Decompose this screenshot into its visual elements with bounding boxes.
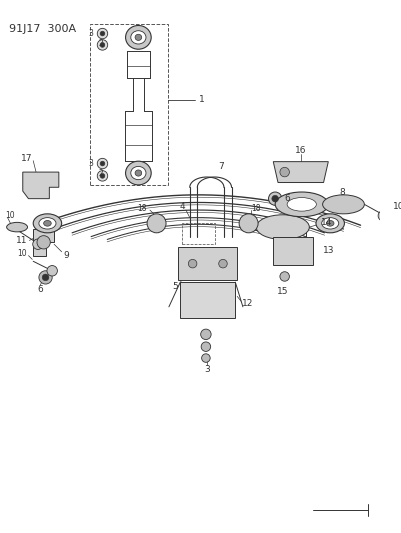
- Ellipse shape: [131, 31, 146, 44]
- Text: 15: 15: [277, 287, 288, 296]
- Circle shape: [239, 214, 258, 233]
- Ellipse shape: [323, 195, 365, 214]
- Ellipse shape: [256, 215, 309, 239]
- Text: 11: 11: [16, 236, 28, 245]
- Bar: [90, 24, 168, 185]
- Circle shape: [39, 271, 52, 284]
- Polygon shape: [23, 172, 59, 199]
- Text: 7: 7: [218, 162, 224, 171]
- Text: 8: 8: [340, 189, 345, 197]
- Ellipse shape: [275, 192, 328, 217]
- Ellipse shape: [44, 221, 51, 226]
- Text: 4: 4: [179, 202, 185, 211]
- Text: 16: 16: [295, 146, 306, 155]
- Text: 5: 5: [173, 282, 178, 292]
- Text: 2: 2: [98, 38, 103, 47]
- Bar: [273, 237, 313, 265]
- Circle shape: [37, 236, 50, 249]
- Ellipse shape: [7, 222, 28, 232]
- Circle shape: [97, 158, 108, 169]
- Circle shape: [100, 43, 105, 47]
- Circle shape: [100, 161, 105, 166]
- Ellipse shape: [33, 214, 62, 233]
- Text: 3: 3: [89, 29, 93, 38]
- Ellipse shape: [326, 221, 334, 226]
- Bar: [180, 282, 235, 318]
- Polygon shape: [33, 229, 54, 256]
- Text: 18: 18: [251, 204, 261, 213]
- Circle shape: [188, 260, 197, 268]
- Text: 10: 10: [393, 202, 401, 211]
- Circle shape: [100, 174, 105, 178]
- Circle shape: [201, 342, 211, 351]
- Text: 17: 17: [21, 155, 32, 163]
- Ellipse shape: [322, 217, 339, 229]
- Circle shape: [47, 265, 57, 276]
- Text: 18: 18: [138, 204, 147, 213]
- Text: 9: 9: [64, 251, 69, 260]
- Circle shape: [280, 167, 290, 177]
- Ellipse shape: [126, 161, 151, 185]
- Circle shape: [272, 195, 278, 202]
- Circle shape: [280, 272, 290, 281]
- Bar: [182, 223, 215, 244]
- Text: 6: 6: [37, 285, 43, 294]
- Circle shape: [97, 40, 108, 50]
- Text: 10: 10: [17, 249, 27, 258]
- Circle shape: [33, 239, 43, 249]
- Text: 3: 3: [204, 365, 210, 374]
- Polygon shape: [273, 161, 328, 182]
- Circle shape: [100, 31, 105, 36]
- Text: 3: 3: [89, 159, 93, 168]
- Ellipse shape: [39, 217, 56, 229]
- Text: 12: 12: [242, 298, 253, 308]
- Text: 10: 10: [5, 211, 14, 220]
- Text: 14: 14: [321, 218, 332, 227]
- Ellipse shape: [316, 214, 344, 233]
- Ellipse shape: [135, 170, 142, 176]
- Text: 91J17  300A: 91J17 300A: [10, 24, 77, 34]
- Ellipse shape: [126, 26, 151, 49]
- Text: 1: 1: [199, 95, 205, 104]
- Circle shape: [200, 329, 211, 340]
- Circle shape: [202, 354, 210, 362]
- Ellipse shape: [287, 198, 316, 211]
- Text: 2: 2: [98, 168, 103, 177]
- Ellipse shape: [135, 34, 142, 41]
- Circle shape: [219, 260, 227, 268]
- Circle shape: [147, 214, 166, 233]
- Circle shape: [269, 192, 282, 205]
- Circle shape: [42, 274, 49, 281]
- Text: 6: 6: [285, 194, 290, 203]
- Circle shape: [97, 171, 108, 181]
- Circle shape: [97, 28, 108, 39]
- Ellipse shape: [131, 166, 146, 180]
- Text: 13: 13: [323, 246, 334, 255]
- Circle shape: [378, 211, 389, 221]
- Bar: [178, 247, 237, 280]
